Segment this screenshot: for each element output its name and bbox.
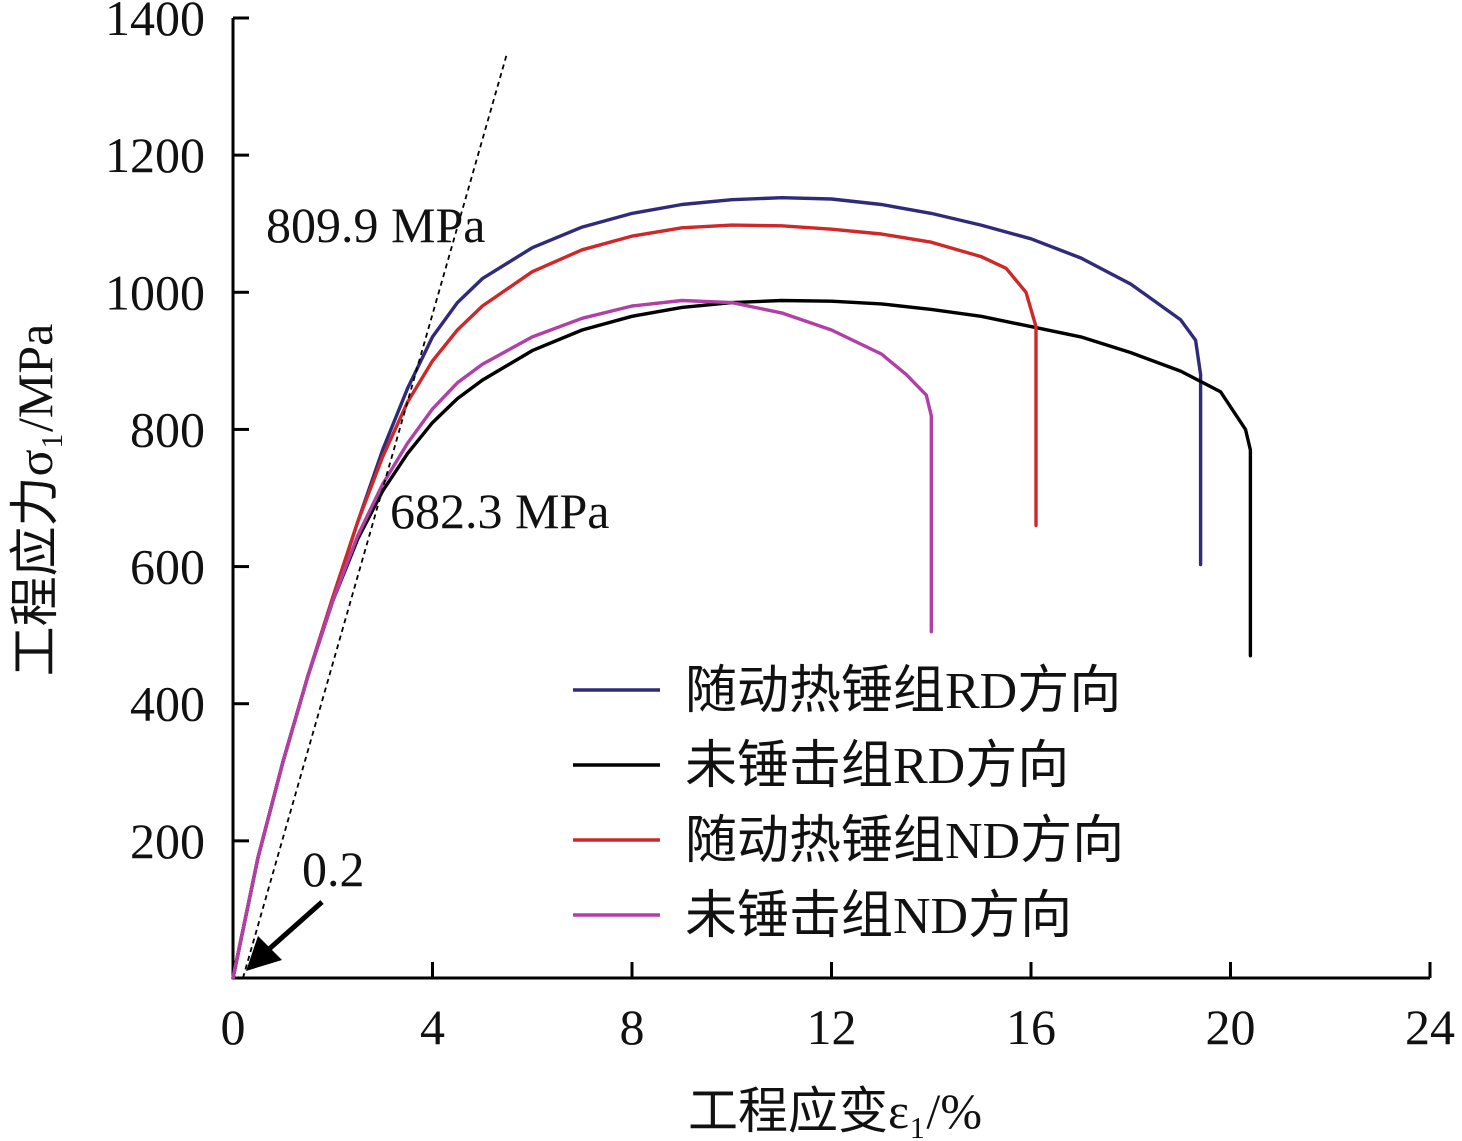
y-tick-label-200: 200 (130, 813, 205, 869)
y-tick-label-1200: 1200 (105, 127, 205, 183)
arrow-pointer (266, 900, 324, 952)
y-tick-label-600: 600 (130, 539, 205, 595)
series-line-2 (231, 223, 1038, 980)
legend: 随动热锤组RD方向 未锤击组RD方向 随动热锤组ND方向 未锤击组ND方向 (573, 663, 1124, 945)
legend-label-3: 未锤击组ND方向 (685, 888, 1072, 945)
y-tick-label-1000: 1000 (105, 264, 205, 320)
x-tick-label-0: 0 (221, 999, 246, 1055)
y-tick-label-1400: 1400 (105, 0, 205, 46)
legend-label-1: 未锤击组RD方向 (685, 738, 1069, 795)
x-tick-label-8: 8 (620, 999, 645, 1055)
series-lines (231, 196, 1253, 980)
annotation-809-9: 809.9 MPa (266, 197, 485, 253)
x-tick-label-20: 20 (1206, 999, 1256, 1055)
ticks (231, 16, 1432, 978)
x-tick-label-4: 4 (420, 999, 445, 1055)
y-axis-title: 工程应力σ₁/MPa (7, 324, 63, 677)
arrow-head (246, 936, 282, 971)
x-tick-label-24: 24 (1405, 999, 1455, 1055)
y-tick-label-400: 400 (130, 676, 205, 732)
series-line-3 (231, 298, 933, 980)
legend-label-2: 随动热锤组ND方向 (685, 813, 1124, 870)
offset-reference-line (242, 52, 509, 979)
x-tick-label-16: 16 (1006, 999, 1056, 1055)
legend-label-0: 随动热锤组RD方向 (685, 663, 1121, 720)
x-axis-title: 工程应变ε₁/% (688, 1083, 982, 1139)
y-tick-label-800: 800 (130, 401, 205, 457)
x-tick-label-12: 12 (807, 999, 857, 1055)
reference-line-group (242, 52, 509, 979)
series-line-1 (231, 298, 1253, 980)
annotation-682-3: 682.3 MPa (390, 483, 609, 539)
annotation-0-2: 0.2 (302, 841, 365, 897)
tick-labels: 0 4 8 12 16 20 24 200 400 600 800 1000 1200 1400 (105, 0, 1455, 1055)
